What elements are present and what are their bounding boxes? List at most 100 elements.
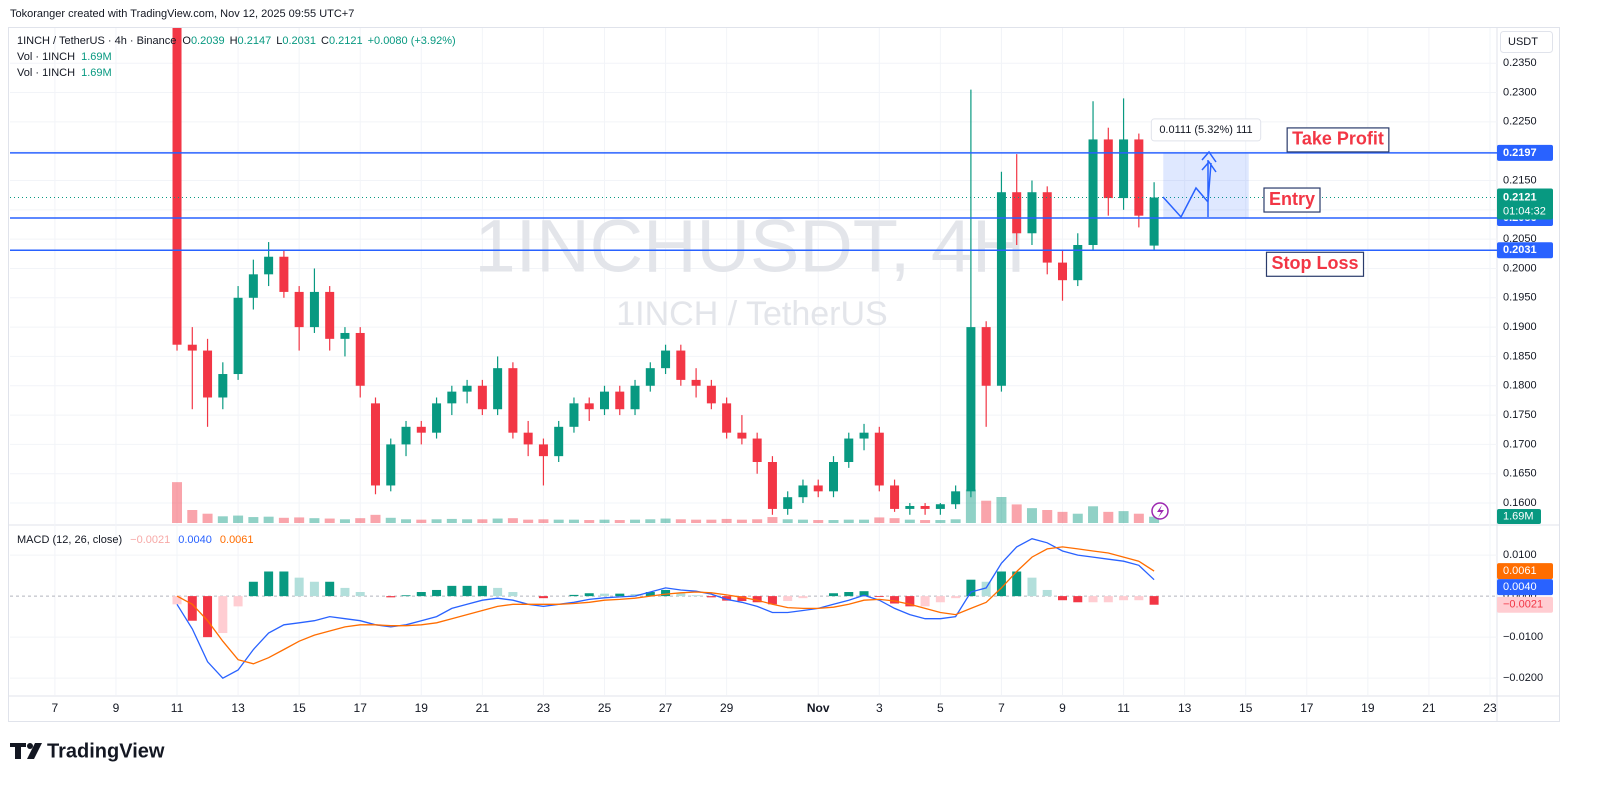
macd-histogram-bar xyxy=(447,585,457,597)
volume-bar xyxy=(981,500,992,523)
volume-bar xyxy=(889,518,900,523)
macd-histogram-bar xyxy=(309,581,319,597)
macd-histogram-bar xyxy=(935,596,945,603)
x-tick-label: 23 xyxy=(1483,701,1497,715)
candle-body xyxy=(416,426,426,433)
volume-bar xyxy=(416,519,427,523)
volume-bar xyxy=(202,513,213,523)
ohlc-value: 0.2147 xyxy=(238,35,272,47)
ohlc-label: C xyxy=(321,35,329,47)
macd-histogram-bar xyxy=(722,596,732,601)
candle-body xyxy=(890,485,900,509)
logo-text: TradingView xyxy=(47,740,165,762)
candle-body xyxy=(569,403,579,427)
candle-body xyxy=(722,403,732,433)
change: +0.0080 (+3.92%) xyxy=(368,35,456,47)
candle-body xyxy=(599,391,609,410)
macd-tag xyxy=(1497,596,1553,613)
macd-tag-label: 0.0040 xyxy=(1503,581,1537,593)
volume-bar xyxy=(492,518,503,523)
candle-body xyxy=(798,485,808,498)
level-tag xyxy=(1497,144,1553,161)
currency-box[interactable] xyxy=(1500,31,1553,53)
x-tick-label: 9 xyxy=(1059,701,1066,715)
ohlc-value: 0.2121 xyxy=(329,35,363,47)
macd-line xyxy=(176,538,1155,680)
level-label: Take Profit xyxy=(1292,129,1384,149)
signal-line xyxy=(176,546,1155,665)
macd-histogram-bar xyxy=(691,595,701,597)
measure-label-box xyxy=(1150,118,1262,142)
macd-tag-label: 0.0061 xyxy=(1503,565,1537,577)
y-tick-label: 0.2350 xyxy=(1503,57,1537,69)
measure-box xyxy=(1163,152,1249,219)
candle-body xyxy=(401,426,411,445)
x-tick-label: Nov xyxy=(807,701,830,715)
y-tick-label: 0.1600 xyxy=(1503,497,1537,509)
volume-bar xyxy=(721,518,732,523)
last-price-tag xyxy=(1497,188,1553,220)
candle-body xyxy=(1073,245,1083,281)
logo-dot xyxy=(27,743,33,749)
signal-value: 0.0061 xyxy=(220,534,254,546)
volume-bar xyxy=(1042,510,1053,523)
volume-bar xyxy=(1103,511,1114,523)
macd-histogram-bar xyxy=(218,596,228,634)
frame xyxy=(8,27,1560,722)
candle-body xyxy=(447,391,457,404)
macd-histogram-bar xyxy=(355,592,365,597)
volume-bar xyxy=(1072,513,1083,523)
x-tick-label: 19 xyxy=(415,701,429,715)
candle-body xyxy=(1042,192,1052,263)
projection-arrow xyxy=(1162,150,1217,219)
volume-bar xyxy=(1011,504,1022,523)
macd-histogram-bar xyxy=(1134,596,1144,601)
candle-body xyxy=(691,379,701,386)
candle-body xyxy=(584,403,594,410)
candle-body xyxy=(386,444,396,486)
candle-body xyxy=(981,327,991,386)
macd-histogram-bar xyxy=(1088,596,1098,603)
symbol: 1INCH / TetherUS · 4h · Binance xyxy=(17,35,176,47)
volume-bar xyxy=(996,497,1007,523)
x-tick-label: 13 xyxy=(231,701,245,715)
macd-tick-label: −0.0200 xyxy=(1503,672,1543,684)
volume-bar xyxy=(172,482,183,523)
macd-histogram-bar xyxy=(676,593,686,597)
volume-bar xyxy=(431,519,442,523)
candle-body xyxy=(676,350,686,380)
candle-body xyxy=(767,462,777,509)
candle-body xyxy=(706,385,716,404)
volume-bar xyxy=(813,520,824,523)
volume-bar xyxy=(1057,511,1068,523)
x-tick-label: 7 xyxy=(52,701,59,715)
macd-histogram-bar xyxy=(783,596,793,602)
macd-histogram-bar xyxy=(615,593,625,597)
last-price-label: 0.2121 xyxy=(1503,191,1537,203)
macd-hist-value: −0.0021 xyxy=(130,534,170,546)
volume-bar xyxy=(797,519,808,523)
candle-body xyxy=(248,274,258,298)
volume-legend-value: 1.69M xyxy=(81,67,112,79)
macd-histogram-bar xyxy=(279,571,289,597)
macd-histogram-bar xyxy=(1042,589,1052,597)
candle-body xyxy=(752,438,762,463)
candle-body xyxy=(203,350,213,398)
volume-bar xyxy=(523,519,534,523)
x-tick-label: 29 xyxy=(720,701,734,715)
y-tick-label: 0.1900 xyxy=(1503,321,1537,333)
countdown: 01:04:32 xyxy=(1503,205,1546,217)
volume-bar xyxy=(477,519,488,523)
x-tick-label: 15 xyxy=(1239,701,1253,715)
y-tick-label: 0.2000 xyxy=(1503,262,1537,274)
candle-body xyxy=(645,368,655,386)
alert-bolt xyxy=(1157,505,1164,518)
level-tag-label: 0.2197 xyxy=(1503,147,1537,159)
volume-bar xyxy=(233,515,244,523)
macd-histogram-bar xyxy=(569,594,579,597)
macd-histogram-bar xyxy=(752,596,762,603)
candle-body xyxy=(187,344,197,351)
macd-histogram-bar xyxy=(1119,596,1129,601)
ohlc-value: 0.2039 xyxy=(191,35,225,47)
